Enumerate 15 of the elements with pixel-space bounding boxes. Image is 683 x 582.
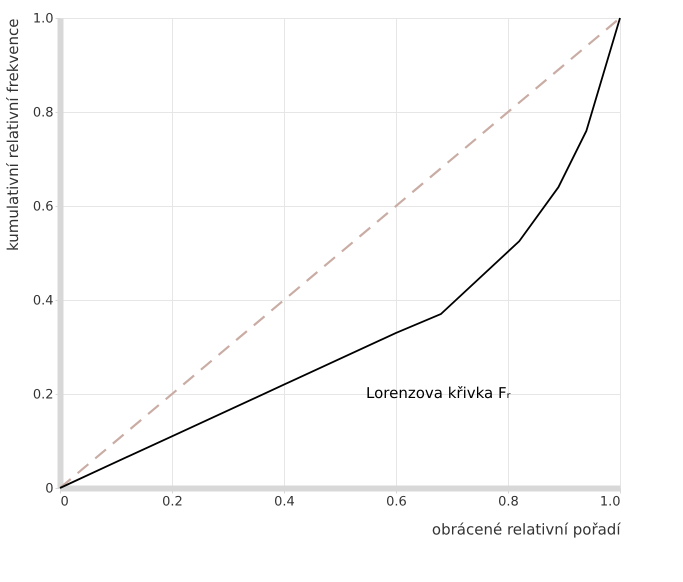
y-tick-label: 0.2 <box>32 388 54 402</box>
y-tick-label: 1.0 <box>32 12 54 26</box>
y-tick-label: 0.8 <box>32 106 54 120</box>
y-axis-title: kumulativní relativní frekvence <box>4 18 22 251</box>
y-tick-label: 0.6 <box>32 200 54 214</box>
x-tick-label: 1.0 <box>600 494 620 510</box>
y-tick-label: 0 <box>45 482 54 496</box>
x-tick-label: 0.8 <box>498 494 519 510</box>
x-tick-label: 0.6 <box>386 494 407 510</box>
x-tick-label: 0.4 <box>274 494 295 510</box>
y-tick-label: 0.4 <box>32 294 54 308</box>
x-tick-label: 0 <box>60 494 69 510</box>
text: Lorenzova křivka Fᵣ <box>366 384 511 402</box>
x-tick-label: 0.2 <box>162 494 183 510</box>
x-axis-title: obrácené relativní pořadí <box>432 520 622 538</box>
